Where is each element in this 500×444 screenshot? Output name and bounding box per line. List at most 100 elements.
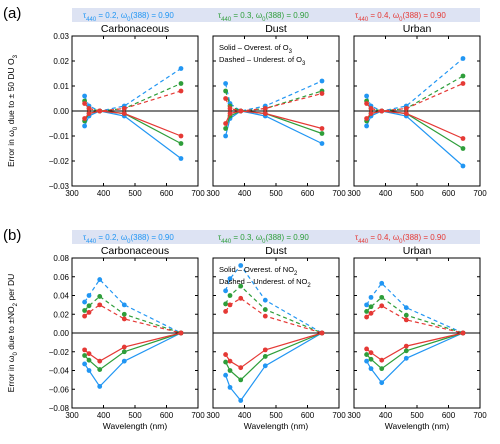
y-tick-label: −0.03 [49, 182, 70, 191]
y-tick-label: 0.00 [53, 329, 69, 338]
data-point [86, 357, 92, 363]
x-axis-label: Wavelength (nm) [385, 421, 450, 431]
x-tick-label: 600 [301, 411, 315, 420]
series-line-dashed [366, 296, 464, 334]
annotation-text: Dashed – Underest. of O3 [219, 55, 306, 67]
data-point [223, 81, 229, 86]
data-point [223, 96, 229, 101]
x-axis-label: Wavelength (nm) [103, 421, 168, 431]
data-point [223, 288, 229, 294]
subplot-title: Dust [265, 23, 287, 35]
data-point [238, 377, 244, 383]
data-point [121, 349, 127, 355]
x-tick-label: 500 [410, 411, 424, 420]
data-point [364, 302, 369, 308]
series-line-solid [225, 332, 323, 381]
data-point [364, 93, 369, 99]
x-tick-label: 300 [347, 189, 361, 198]
legend-entry: τ440 = 0.3, ω0(388) = 0.90 [218, 233, 309, 245]
y-tick-label: 0.06 [53, 273, 69, 282]
y-tick-label: −0.06 [49, 385, 70, 394]
annotation-text: Solid – Overest. of O3 [219, 43, 293, 55]
x-tick-label: 600 [160, 411, 174, 420]
data-point [86, 106, 92, 111]
data-point [227, 293, 233, 298]
series-line-solid [84, 110, 182, 145]
legend-entry: τ440 = 0.4, ω0(388) = 0.90 [355, 233, 446, 245]
data-point [460, 163, 466, 169]
data-point [379, 280, 385, 286]
series-line-dashed [366, 75, 464, 112]
data-point [403, 106, 409, 111]
data-point [121, 358, 127, 364]
data-point [403, 317, 409, 323]
data-point [82, 361, 87, 367]
data-point [227, 302, 233, 308]
data-point [368, 304, 374, 310]
data-point [364, 346, 369, 352]
x-tick-label: 300 [206, 411, 220, 420]
data-point [97, 367, 103, 372]
data-point [178, 133, 184, 139]
data-point [223, 359, 229, 365]
data-point [379, 380, 385, 386]
data-point [82, 299, 87, 305]
y-tick-label: 0.02 [53, 310, 69, 319]
data-point [121, 311, 127, 317]
legend-entry: τ440 = 0.2, ω0(388) = 0.90 [83, 11, 174, 23]
series-line-solid [366, 332, 464, 384]
series-line-dashed [366, 282, 464, 334]
data-point [262, 347, 268, 353]
data-point [82, 308, 87, 313]
data-point [319, 131, 325, 136]
data-point [223, 352, 229, 357]
data-point [97, 302, 103, 308]
data-point [364, 352, 369, 357]
data-point [178, 330, 184, 336]
data-point [319, 330, 325, 336]
x-axis-label: Wavelength (nm) [244, 421, 309, 431]
data-point [178, 141, 184, 146]
data-point [121, 344, 127, 350]
data-point [460, 81, 466, 86]
data-point [97, 384, 103, 389]
data-point [460, 146, 466, 151]
series-line-solid [225, 110, 323, 135]
data-point [368, 111, 374, 116]
data-point [82, 93, 87, 99]
y-tick-label: −0.02 [49, 348, 70, 357]
data-point [82, 347, 87, 353]
data-point [364, 116, 369, 121]
y-tick-label: −0.04 [49, 367, 70, 376]
data-point [121, 302, 127, 308]
data-point [82, 116, 87, 121]
data-point [460, 330, 466, 336]
data-point [403, 348, 409, 354]
data-point [262, 354, 268, 359]
data-point [178, 81, 184, 86]
data-point [262, 363, 268, 369]
data-point [238, 263, 244, 268]
subplot-title: Carbonaceous [101, 245, 169, 257]
data-point [227, 358, 233, 364]
x-tick-label: 700 [191, 411, 205, 420]
x-tick-label: 500 [128, 189, 142, 198]
data-point [319, 78, 325, 84]
data-point [460, 136, 466, 141]
data-point [238, 283, 244, 289]
data-point [403, 111, 409, 116]
panel-label: (b) [3, 227, 21, 244]
y-tick-label: 0.02 [53, 57, 69, 66]
data-point [238, 398, 244, 403]
x-tick-label: 600 [442, 189, 456, 198]
series-line-solid [366, 110, 464, 140]
x-tick-label: 300 [65, 411, 79, 420]
subplot-title: Urban [403, 245, 432, 257]
annotation-text: Solid – Overest. of NO2 [219, 265, 298, 277]
data-point [97, 294, 103, 299]
x-tick-label: 400 [379, 189, 393, 198]
data-point [121, 316, 127, 322]
data-point [403, 305, 409, 311]
x-tick-label: 700 [332, 411, 346, 420]
panel-label: (a) [3, 5, 21, 22]
